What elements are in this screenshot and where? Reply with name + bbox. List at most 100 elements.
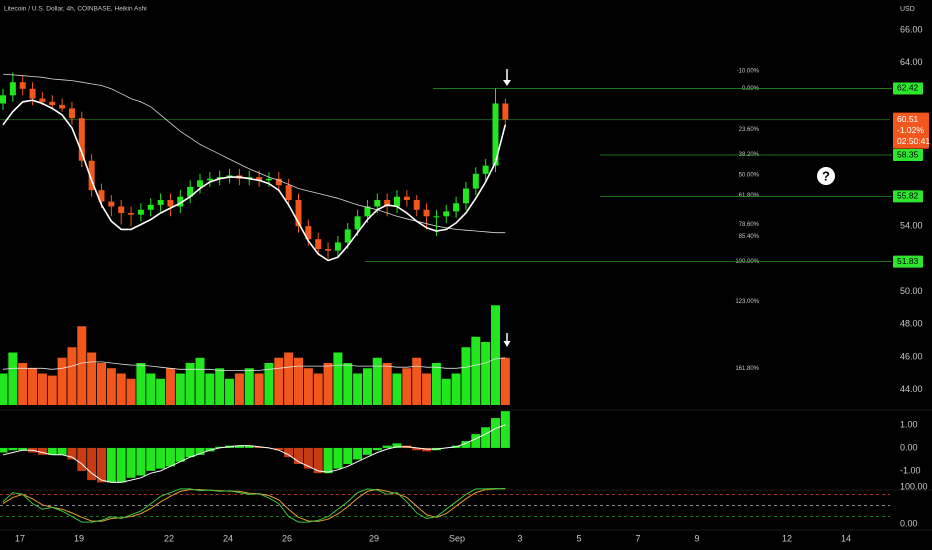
volume-bar [97, 363, 106, 405]
x-tick-label: 7 [635, 533, 640, 543]
volume-bar [234, 373, 244, 405]
macd-bar [234, 445, 244, 448]
macd-bar [284, 447, 294, 458]
macd-bar [37, 447, 47, 455]
candle-body [433, 216, 440, 218]
volume-bar [225, 378, 235, 405]
x-tick-label: 5 [576, 533, 581, 543]
macd-bar [274, 447, 284, 451]
candle-body [29, 88, 36, 99]
macd-bar [18, 447, 28, 451]
volume-bar [185, 363, 195, 405]
candle-body [295, 199, 302, 227]
fast-ma-line [2, 99, 507, 262]
volume-bar [136, 363, 146, 405]
macd-tick-label: -1.00 [900, 465, 921, 475]
macd-bar [244, 445, 254, 448]
volume-bar [146, 373, 156, 405]
macd-bar [175, 447, 185, 462]
stoch-k-line [2, 487, 506, 523]
y-tick-label: 64.00 [900, 57, 923, 67]
candle-body [265, 178, 272, 181]
price-badge-label: 58.35 [897, 149, 919, 159]
candle-body [59, 105, 66, 109]
macd-bar [323, 447, 333, 474]
macd-bar [97, 447, 106, 483]
volume-bar [343, 363, 353, 405]
last-price-label: 60.51 [897, 114, 919, 124]
fib-level-label: 50.00% [739, 173, 760, 179]
volume-bar [284, 352, 294, 405]
macd-bar [491, 418, 500, 448]
y-tick-label: 46.00 [900, 351, 923, 361]
candle-body [462, 188, 469, 204]
candle-body [453, 203, 460, 212]
macd-bar [215, 446, 225, 448]
candle-body [68, 108, 75, 119]
candle-body [305, 226, 312, 240]
currency-label: USD [900, 6, 915, 13]
macd-bar [205, 447, 215, 452]
candle-body [472, 173, 479, 189]
macd-bar [343, 447, 353, 465]
volume-bar [126, 378, 136, 405]
candle-body [423, 209, 430, 217]
change-label: -1.02% [897, 125, 924, 135]
volume-bar [116, 373, 126, 405]
candle-body [177, 196, 184, 207]
macd-line [2, 424, 506, 483]
candle-body [443, 211, 450, 217]
volume-bar [77, 326, 87, 405]
candle-body [206, 178, 213, 181]
candle-body [118, 206, 125, 214]
x-tick-label: 29 [369, 533, 379, 543]
volume-bar [47, 375, 57, 405]
macd-bar [0, 447, 8, 453]
candle-body [49, 101, 56, 106]
candle-body [108, 201, 115, 207]
volume-bar [372, 357, 382, 405]
candle-body [275, 178, 282, 186]
candle-body [9, 82, 16, 96]
fib-level-label: 23.60% [739, 127, 760, 133]
volume-bar [37, 373, 47, 405]
macd-bar [353, 447, 363, 460]
candle-body [88, 160, 95, 191]
volume-bar [244, 368, 254, 405]
fib-level-label: 78.60% [739, 222, 760, 228]
y-tick-label: 66.00 [900, 24, 923, 34]
stoch-tick-label: 0.00 [900, 518, 918, 528]
volume-bar [165, 368, 175, 405]
fib-level-label: -10.00% [737, 69, 760, 75]
volume-bar [254, 373, 264, 405]
price-badge-label: 62.42 [897, 83, 919, 93]
x-tick-label: 3 [517, 533, 522, 543]
candle-body [147, 204, 154, 210]
candle-body [98, 190, 105, 202]
slow-ma-line [2, 73, 506, 234]
volume-bar [313, 373, 323, 405]
candle-body [167, 199, 174, 207]
stoch-d-line [2, 488, 506, 522]
candle-body [315, 239, 322, 250]
candle-body [394, 196, 400, 207]
candle-body [285, 185, 292, 200]
candle-body [226, 175, 233, 178]
volume-bar [205, 373, 215, 405]
volume-bar [491, 305, 500, 405]
candle-body [354, 216, 361, 230]
macd-bar [67, 447, 77, 460]
candle-body [187, 186, 194, 197]
macd-bar [461, 441, 471, 448]
question-icon: ? [817, 167, 835, 185]
macd-bar [136, 447, 146, 476]
macd-tick-label: 0.00 [900, 442, 918, 452]
x-tick-label: 12 [782, 533, 792, 543]
volume-bar [156, 378, 166, 405]
volume-bar [431, 363, 441, 405]
y-tick-label: 48.00 [900, 319, 923, 329]
macd-bar [185, 447, 195, 458]
candle-body [325, 249, 332, 251]
candle-body [128, 213, 135, 215]
